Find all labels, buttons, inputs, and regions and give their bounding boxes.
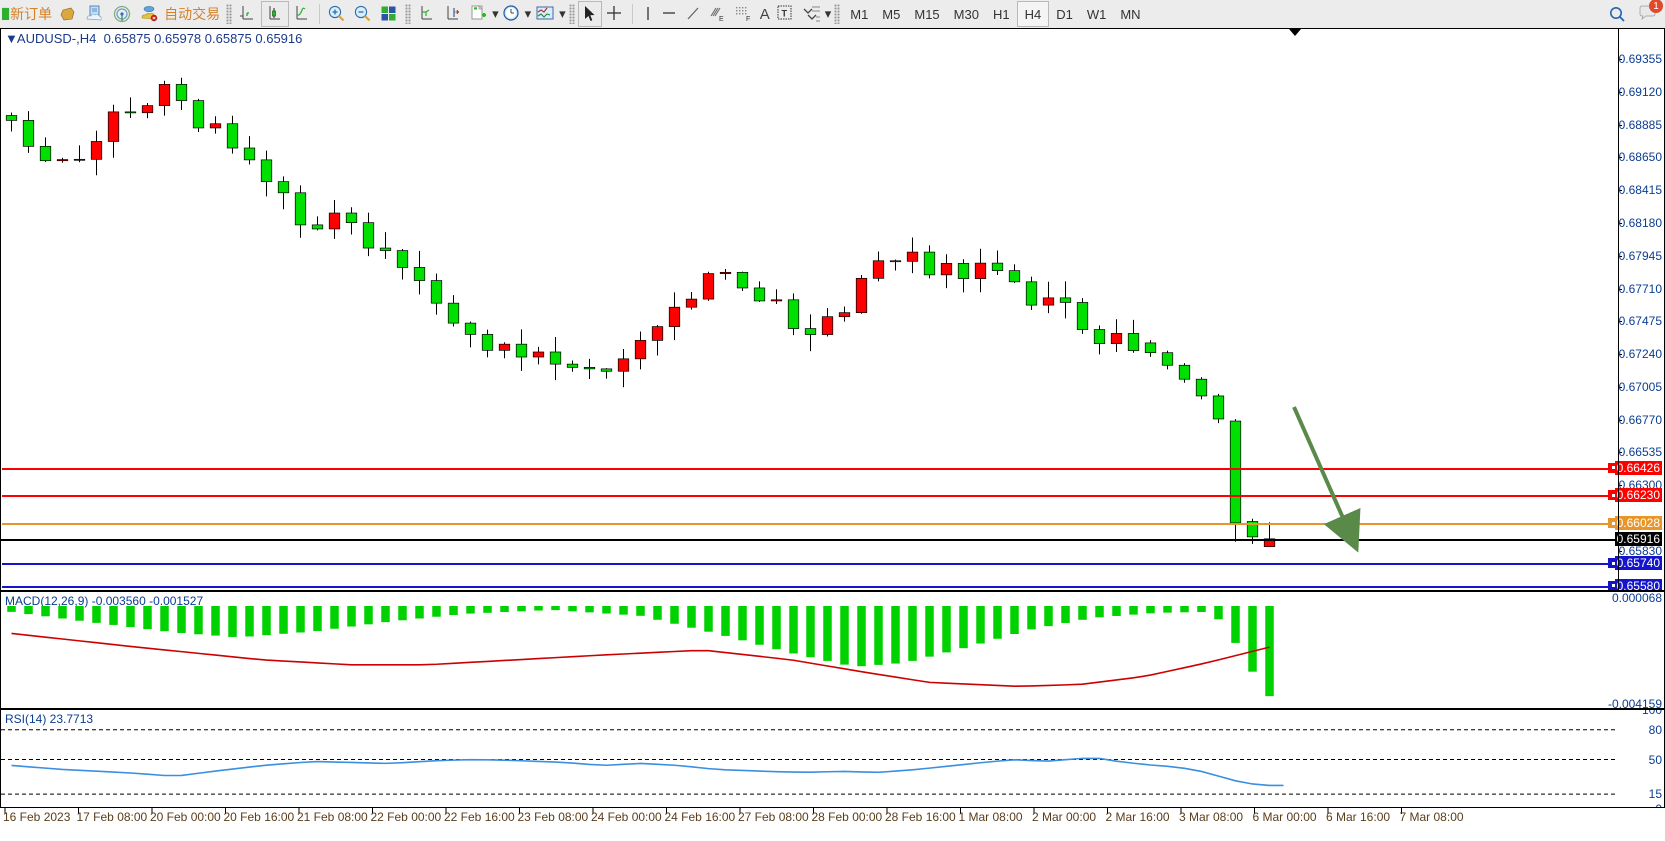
- svg-text:T: T: [781, 9, 787, 19]
- svg-text:E: E: [719, 16, 724, 23]
- svg-text:F: F: [746, 16, 750, 23]
